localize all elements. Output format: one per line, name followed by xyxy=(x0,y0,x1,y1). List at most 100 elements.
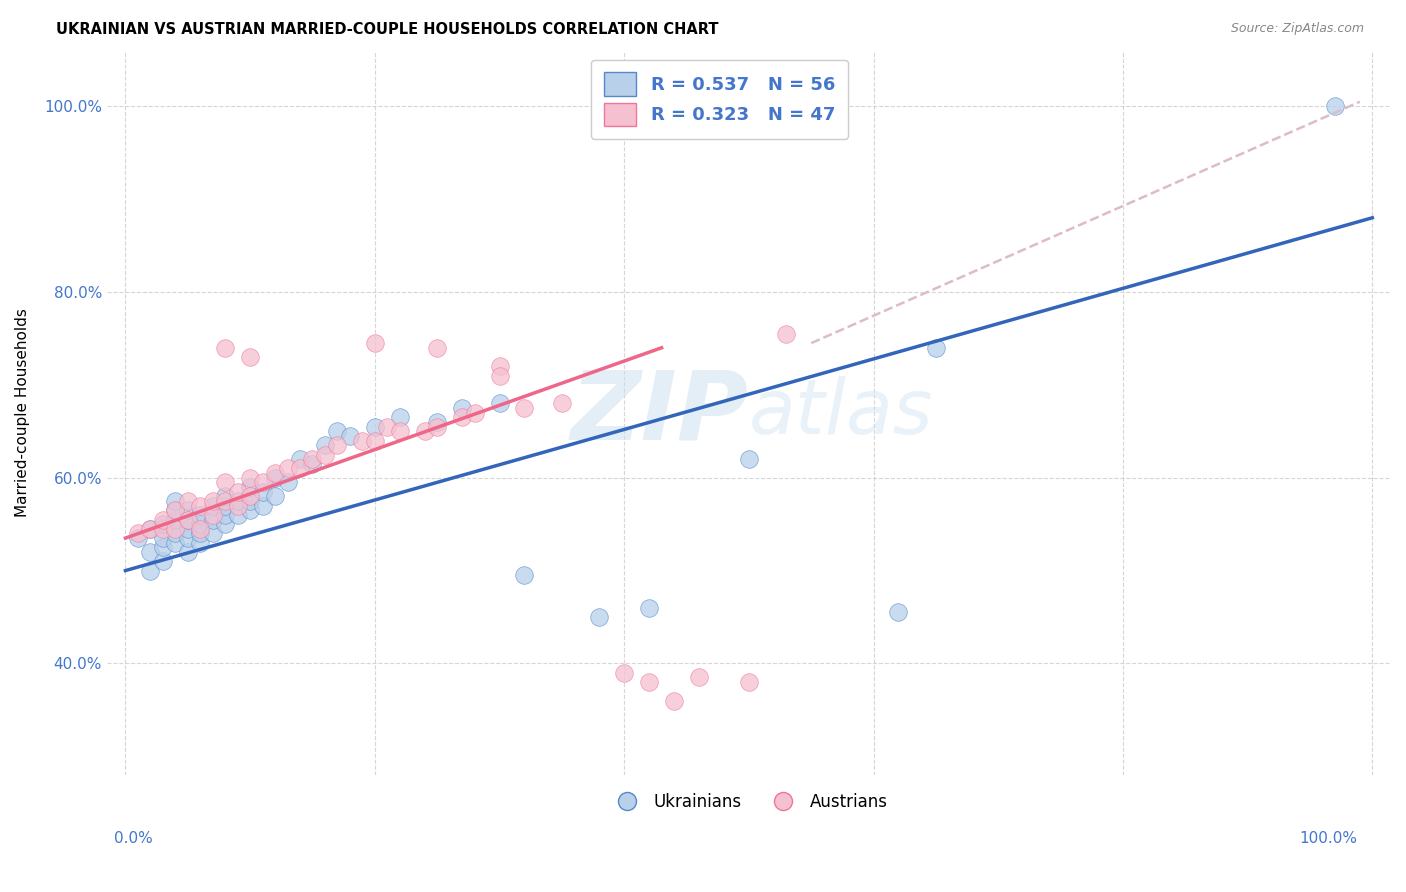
Point xyxy=(488,368,510,383)
Point xyxy=(239,350,262,364)
Point xyxy=(239,494,262,508)
Text: 0.0%: 0.0% xyxy=(114,831,153,847)
Point xyxy=(214,475,236,490)
Point xyxy=(214,517,236,532)
Text: atlas: atlas xyxy=(749,376,934,450)
Point xyxy=(201,508,224,522)
Point xyxy=(738,452,761,467)
Point xyxy=(264,466,287,480)
Point xyxy=(214,489,236,503)
Point xyxy=(177,545,200,559)
Point xyxy=(201,499,224,513)
Point xyxy=(488,396,510,410)
Point xyxy=(364,434,387,448)
Point xyxy=(177,494,200,508)
Point xyxy=(326,425,349,439)
Point xyxy=(738,675,761,690)
Point xyxy=(201,494,224,508)
Point xyxy=(252,484,274,499)
Point xyxy=(188,517,211,532)
Point xyxy=(375,419,398,434)
Point xyxy=(165,503,187,517)
Point xyxy=(925,341,948,355)
Point xyxy=(314,448,336,462)
Point xyxy=(488,359,510,374)
Point xyxy=(139,564,162,578)
Point xyxy=(177,512,200,526)
Point xyxy=(638,675,661,690)
Point xyxy=(426,419,449,434)
Point xyxy=(214,341,236,355)
Point xyxy=(188,508,211,522)
Point xyxy=(214,494,236,508)
Point xyxy=(201,512,224,526)
Point xyxy=(388,425,411,439)
Point xyxy=(165,522,187,536)
Point xyxy=(139,522,162,536)
Point xyxy=(226,494,249,508)
Point xyxy=(177,522,200,536)
Point xyxy=(239,480,262,494)
Point xyxy=(277,461,299,475)
Point xyxy=(638,600,661,615)
Point xyxy=(139,545,162,559)
Point xyxy=(1323,99,1346,113)
Point xyxy=(239,489,262,503)
Point xyxy=(127,531,149,545)
Point xyxy=(214,508,236,522)
Y-axis label: Married-couple Households: Married-couple Households xyxy=(15,309,30,517)
Point xyxy=(339,429,361,443)
Point xyxy=(364,336,387,351)
Point xyxy=(165,512,187,526)
Text: 100.0%: 100.0% xyxy=(1299,831,1358,847)
Point xyxy=(226,499,249,513)
Point xyxy=(451,401,474,416)
Point xyxy=(613,665,636,680)
Point xyxy=(226,508,249,522)
Point xyxy=(662,693,685,707)
Point xyxy=(139,522,162,536)
Point xyxy=(277,475,299,490)
Point xyxy=(226,484,249,499)
Point xyxy=(326,438,349,452)
Point xyxy=(426,415,449,429)
Point xyxy=(775,326,797,341)
Point xyxy=(165,535,187,549)
Point xyxy=(177,512,200,526)
Point xyxy=(152,522,174,536)
Point xyxy=(188,522,211,536)
Point xyxy=(188,535,211,549)
Point xyxy=(426,341,449,355)
Point xyxy=(127,526,149,541)
Point xyxy=(177,531,200,545)
Point xyxy=(364,419,387,434)
Point xyxy=(177,503,200,517)
Point xyxy=(152,531,174,545)
Point xyxy=(165,503,187,517)
Point xyxy=(264,471,287,485)
Point xyxy=(451,410,474,425)
Point xyxy=(165,526,187,541)
Point xyxy=(188,526,211,541)
Point xyxy=(214,499,236,513)
Point xyxy=(513,401,536,416)
Legend: Ukrainians, Austrians: Ukrainians, Austrians xyxy=(603,786,894,817)
Point xyxy=(352,434,374,448)
Point xyxy=(388,410,411,425)
Point xyxy=(152,541,174,555)
Text: ZIP: ZIP xyxy=(571,367,749,459)
Point xyxy=(201,526,224,541)
Point xyxy=(264,489,287,503)
Point xyxy=(301,452,323,467)
Point xyxy=(288,461,311,475)
Point xyxy=(152,517,174,532)
Point xyxy=(239,471,262,485)
Point xyxy=(252,499,274,513)
Point xyxy=(152,512,174,526)
Point xyxy=(288,452,311,467)
Point xyxy=(165,494,187,508)
Point xyxy=(588,610,610,624)
Text: Source: ZipAtlas.com: Source: ZipAtlas.com xyxy=(1230,22,1364,36)
Point xyxy=(688,670,710,684)
Point xyxy=(188,499,211,513)
